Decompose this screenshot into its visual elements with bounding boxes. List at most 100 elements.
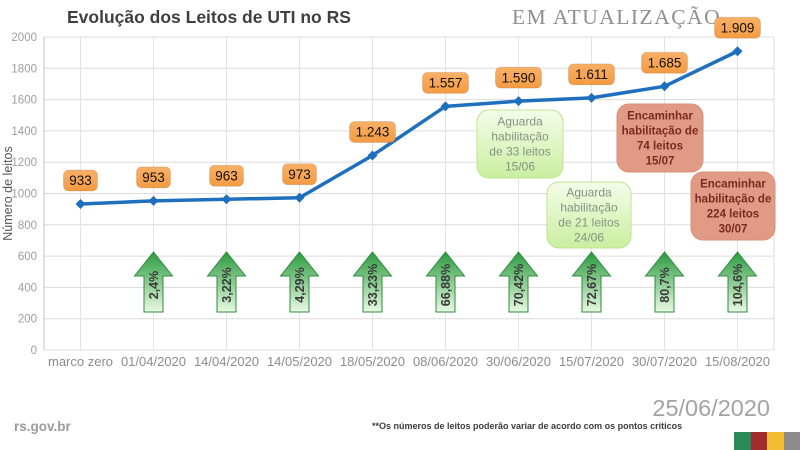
growth-arrow-percent: 72,67% [585,264,599,306]
y-tick-label: 200 [18,314,37,326]
annotation-box-forward [616,103,704,173]
footer-color-bar [734,432,800,450]
growth-arrow-percent: 4,29% [293,267,307,302]
data-point-marker [221,194,232,205]
growth-arrow [717,251,758,313]
y-tick-label: 400 [18,282,37,294]
data-point-marker [148,195,159,206]
y-tick-label: 1600 [11,95,37,107]
y-tick-label: 2000 [11,32,37,44]
annotation-line: 15/07 [646,156,675,168]
data-point-marker [586,92,597,103]
y-tick-label: 1800 [11,63,37,75]
growth-arrow-percent: 2,4% [147,271,161,300]
y-axis-title: Número de leitos [1,146,15,241]
data-point-label: 1.590 [502,70,536,85]
color-square [734,432,751,450]
annotation-line: 74 leitos [637,141,683,153]
growth-arrow [352,251,393,313]
data-point-label: 1.557 [429,76,463,91]
growth-arrow-percent: 70,42% [512,264,526,306]
growth-arrow [133,251,174,313]
annotation-line: 30/07 [719,224,748,236]
annotation-line: habilitação de [622,126,699,138]
data-point-label: 963 [215,169,238,184]
annotation-box-forward [690,171,776,241]
x-axis-label: 18/05/2020 [340,354,405,369]
color-square [767,432,784,450]
growth-arrow [571,251,612,313]
annotation-line: habilitação [491,130,549,144]
annotation-line: 224 leitos [707,209,759,221]
data-point-marker [75,198,86,209]
data-point-label-box [209,164,244,187]
data-point-marker [659,81,670,92]
annotation-box-pending [546,181,632,249]
growth-arrow [425,251,466,313]
data-point-label: 973 [288,167,311,182]
data-point-label: 1.611 [575,67,608,82]
data-point-marker [513,96,524,107]
annotation-line: Aguarda [497,115,543,129]
growth-arrow-percent: 33,23% [366,264,380,306]
x-axis-label: 15/08/2020 [705,354,770,369]
data-point-marker [294,192,305,203]
data-point-label-box [568,63,615,86]
x-axis-label: 08/06/2020 [413,354,478,369]
annotation-line: Encaminhar [700,179,766,191]
annotation-box-pending [476,109,564,179]
color-square [783,432,800,450]
report-date: 25/06/2020 [652,395,770,421]
uti-beds-line-chart: 0 200 400 600 800 1000 1200 1400 1600 1800 2000 Núm… [1,16,776,369]
data-point-label: 933 [69,173,92,188]
data-point-marker [440,101,451,112]
chart-title: Evolução dos Leitos de UTI no RS [67,7,351,27]
data-point-label-box [282,163,317,186]
x-axis-label: 14/05/2020 [267,354,332,369]
x-axis-label: 30/07/2020 [632,354,697,369]
data-point-label: 1.685 [648,56,682,71]
annotation-line: de 21 leitos [558,216,619,230]
y-tick-label: 600 [18,251,37,263]
data-point-label: 953 [142,170,165,185]
brand-logo: rs.gov.br [14,419,71,434]
annotation-line: de 33 leitos [489,145,550,159]
growth-arrow [498,251,539,313]
y-tick-label: 1400 [11,126,37,138]
growth-arrow [644,251,685,313]
data-point-label-box [63,169,98,192]
data-point-label-box [349,120,396,143]
growth-arrow [279,251,320,313]
data-point-label-box [641,51,688,74]
data-point-label-box [495,66,542,89]
color-square [750,432,767,450]
annotation-line: habilitação de [695,194,772,206]
x-axis-label: 15/07/2020 [559,354,624,369]
annotation-line: 15/06 [505,160,535,174]
data-point-marker [367,150,378,161]
growth-arrow [206,251,247,313]
footnote: **Os números de leitos poderão variar de… [372,421,683,431]
growth-arrow-percent: 66,88% [439,264,453,306]
growth-arrow-percent: 3,22% [220,267,234,302]
data-point-label-box [422,71,469,94]
x-axis-label: marco zero [48,354,113,369]
data-point-label: 1.243 [356,125,390,140]
growth-arrow-percent: 80,7% [658,267,672,302]
annotation-line: 24/06 [574,231,604,245]
annotation-line: Aguarda [566,186,612,200]
x-axis-label: 01/04/2020 [121,354,186,369]
data-point-label: 1.909 [721,20,755,35]
y-tick-label: 1200 [11,157,37,169]
y-tick-label: 800 [18,220,37,232]
uti-beds-line [80,49,739,206]
data-point-marker [732,46,743,57]
x-axis-label: 14/04/2020 [194,354,259,369]
data-point-label-box [714,16,761,39]
x-axis-label: 30/06/2020 [486,354,551,369]
growth-arrow-percent: 104,6% [731,264,745,306]
annotation-line: habilitação [560,201,618,215]
y-tick-label: 1000 [11,189,37,201]
data-point-label-box [136,166,171,189]
